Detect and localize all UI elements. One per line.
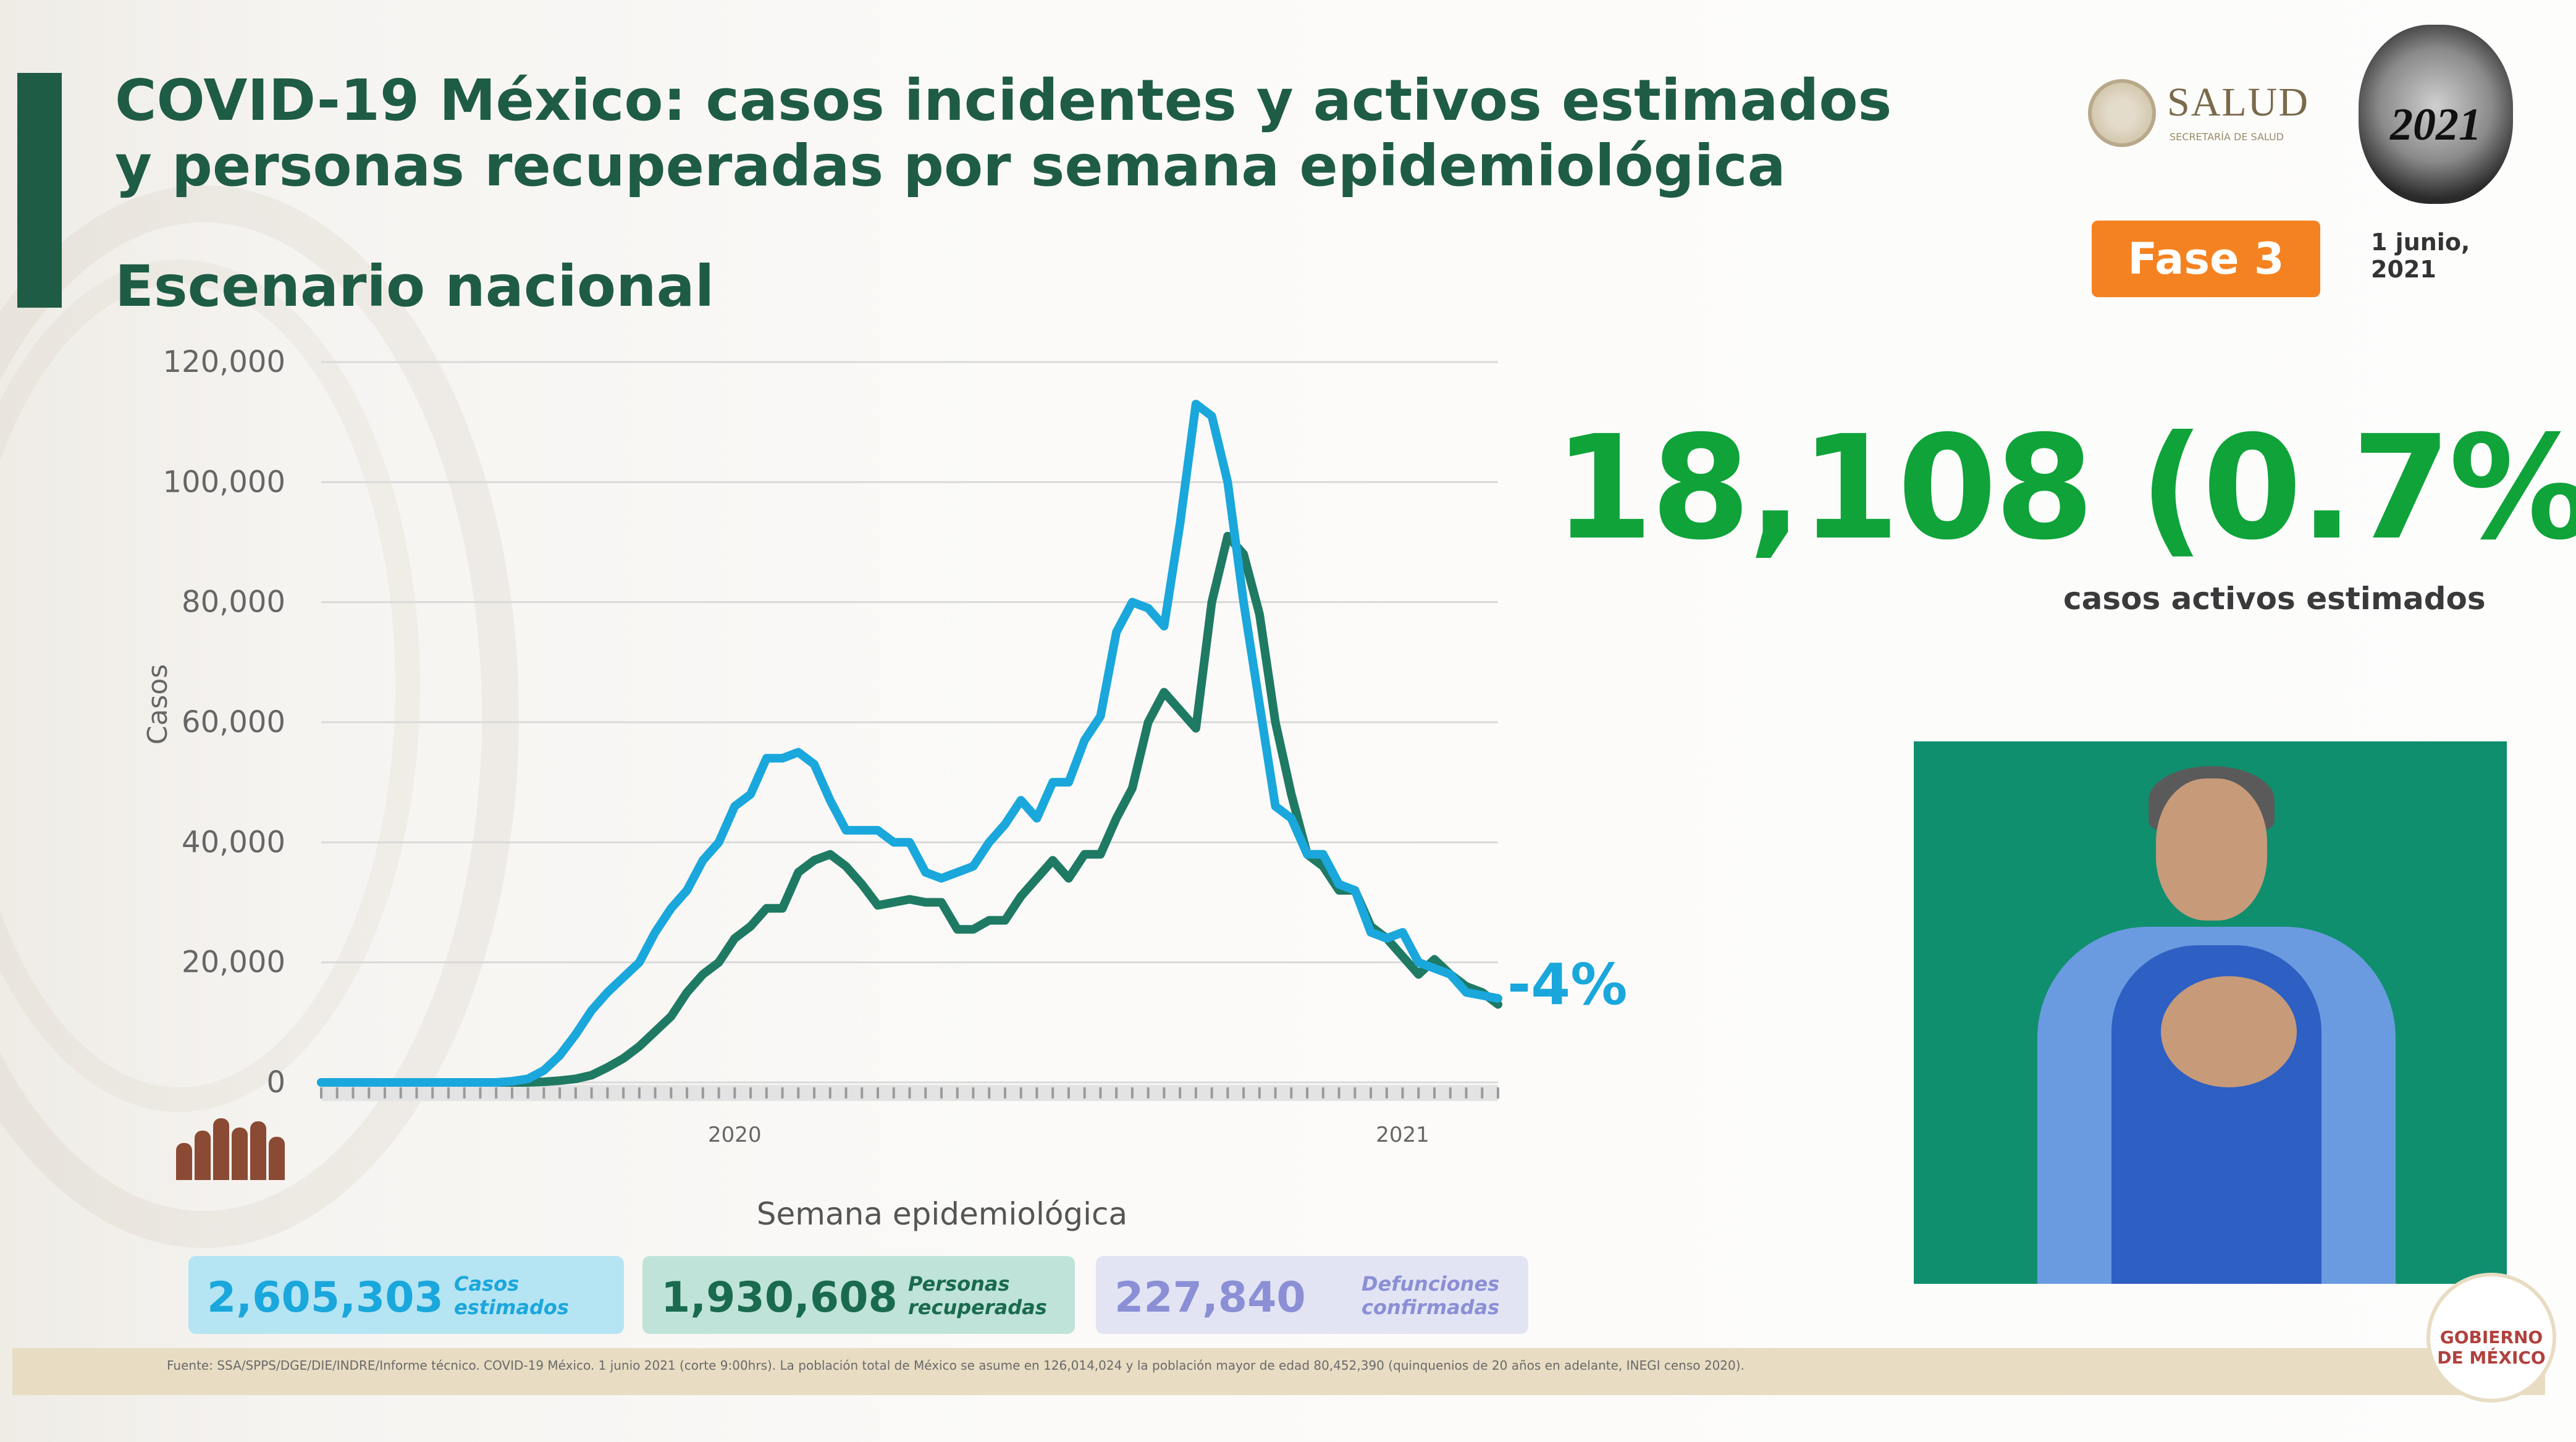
stat-value: 227,840 bbox=[1114, 1273, 1306, 1322]
y-axis-label: Casos bbox=[142, 664, 174, 744]
page-subtitle: Escenario nacional bbox=[115, 253, 715, 319]
chart-series bbox=[317, 400, 1502, 1087]
salud-logo-text: SALUD bbox=[2167, 80, 2310, 125]
footer-source-note: Fuente: SSA/SPPS/DGE/DIE/INDRE/Informe t… bbox=[167, 1358, 1745, 1373]
stat-recovered: 1,930,608 Personas recuperadas bbox=[642, 1256, 1075, 1334]
report-date: 1 junio, 2021 bbox=[2371, 229, 2470, 283]
people-group-icon bbox=[176, 1112, 293, 1180]
title-accent-bar bbox=[17, 73, 62, 308]
stat-estimated-cases: 2,605,303 Casos estimados bbox=[188, 1256, 624, 1334]
y-tick-label: 40,000 bbox=[182, 825, 285, 859]
footer-bar bbox=[12, 1348, 2545, 1395]
stat-label-line2: estimados bbox=[454, 1296, 569, 1319]
year-logo-text: 2021 bbox=[2390, 99, 2481, 150]
y-tick-label: 120,000 bbox=[163, 345, 286, 379]
salud-logo: SALUD SECRETARÍA DE SALUD bbox=[2088, 74, 2323, 148]
y-tick-label: 20,000 bbox=[182, 945, 285, 980]
stat-label-line1: Casos bbox=[454, 1272, 520, 1296]
sign-language-interpreter-video bbox=[1914, 741, 2507, 1284]
page-title: COVID-19 México: casos incidentes y acti… bbox=[115, 67, 1892, 199]
stat-label-line2: recuperadas bbox=[908, 1296, 1047, 1319]
y-axis-ticks: 0 20,000 40,000 60,000 80,000 100,000 120,000 bbox=[163, 345, 286, 1100]
series-line bbox=[317, 400, 1502, 1087]
stat-value: 1,930,608 bbox=[661, 1273, 898, 1322]
active-cases-caption: casos activos estimados bbox=[2063, 581, 2486, 617]
phase-badge: Fase 3 bbox=[2092, 221, 2320, 297]
end-change-annotation: -4% bbox=[1507, 951, 1627, 1018]
stat-label: Personas recuperadas bbox=[908, 1272, 1047, 1319]
interpreter-hands bbox=[2161, 976, 2297, 1087]
stat-deaths: 227,840 Defunciones confirmadas bbox=[1096, 1256, 1528, 1334]
stat-label: Defunciones confirmadas bbox=[1362, 1272, 1499, 1319]
x-axis-label: Semana epidemiológica bbox=[757, 1196, 1127, 1232]
stat-label-line1: Defunciones bbox=[1362, 1272, 1500, 1296]
x-axis: 2020 2021 bbox=[320, 1085, 1499, 1147]
stat-label-line1: Personas bbox=[908, 1272, 1010, 1296]
x-year-label: 2021 bbox=[1376, 1123, 1429, 1147]
mexico-seal-icon bbox=[2088, 79, 2156, 147]
chart-grid bbox=[321, 361, 1498, 1084]
salud-logo-subtext: SECRETARÍA DE SALUD bbox=[2170, 131, 2284, 143]
stat-value: 2,605,303 bbox=[207, 1273, 444, 1322]
y-tick-label: 100,000 bbox=[163, 465, 286, 499]
gobierno-de-mexico-logo: GOBIERNO DE MÉXICO bbox=[2427, 1273, 2556, 1402]
y-tick-label: 0 bbox=[266, 1065, 285, 1100]
interpreter-head bbox=[2156, 778, 2267, 921]
mexico-2021-logo: 2021 bbox=[2359, 25, 2513, 204]
stat-label-line2: confirmadas bbox=[1362, 1296, 1500, 1319]
y-tick-label: 60,000 bbox=[182, 705, 285, 740]
stat-label: Casos estimados bbox=[454, 1272, 569, 1319]
y-tick-label: 80,000 bbox=[182, 585, 285, 620]
active-cases-value: 18,108 (0.7%) bbox=[1554, 405, 2576, 571]
gobierno-logo-text: GOBIERNO DE MÉXICO bbox=[2437, 1327, 2546, 1368]
series-line bbox=[317, 531, 1502, 1087]
line-chart: 020,00040,00060,00080,000100,000120,000 … bbox=[142, 345, 1627, 1232]
x-year-label: 2020 bbox=[708, 1123, 762, 1147]
